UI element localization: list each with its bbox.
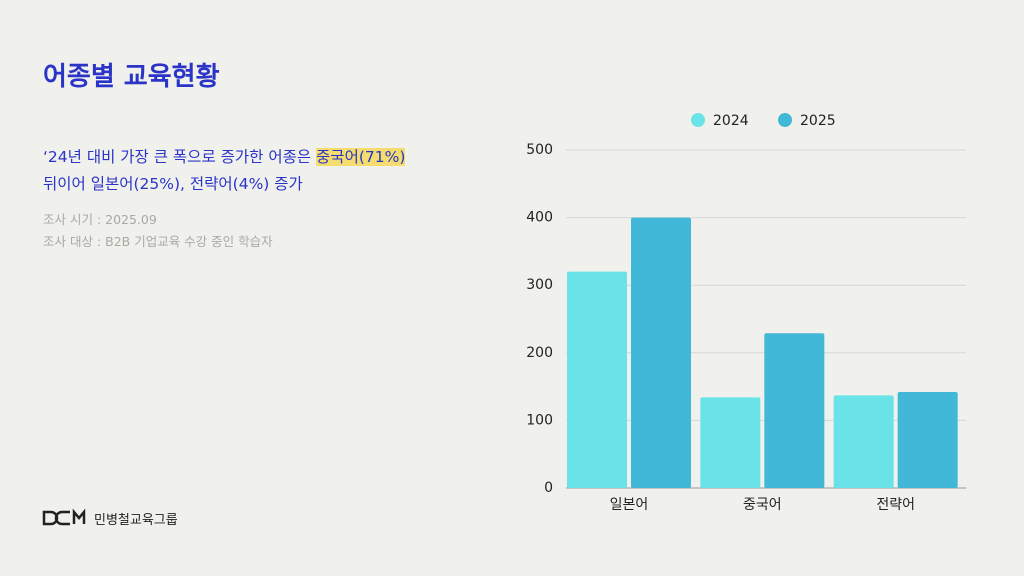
description-line: 뒤이어 일본어(25%), 전략어(4%) 증가 (43, 175, 303, 193)
brand-logo (42, 508, 86, 526)
legend-swatch (778, 113, 792, 127)
bar (567, 271, 627, 488)
note: 조사 대상 : B2B 기업교육 수강 중인 학습자 (43, 234, 273, 249)
x-tick-label: 일본어 (610, 497, 649, 513)
bar (631, 217, 691, 488)
y-tick-label: 400 (526, 210, 553, 226)
x-tick-label: 전략어 (876, 497, 915, 513)
y-tick-label: 100 (526, 412, 553, 428)
bar (897, 392, 958, 488)
brand-name: 민병철교육그룹 (94, 513, 178, 528)
text: ‘24년 대비 가장 큰 폭으로 증가한 어종은 (43, 148, 317, 166)
bar (764, 333, 825, 488)
description: ‘24년 대비 가장 큰 폭으로 증가한 어종은 중국어(71%) 뒤이어 일본… (43, 144, 406, 198)
bar (833, 395, 894, 488)
slide-title: 어종별 교육현황 (43, 62, 220, 92)
highlight: 중국어(71%) (316, 148, 406, 166)
legend-swatch (691, 113, 705, 127)
y-tick-label: 0 (544, 480, 553, 496)
notes: 조사 시기 : 2025.09 조사 대상 : B2B 기업교육 수강 중인 학… (43, 209, 273, 253)
legend-label: 2025 (800, 113, 836, 129)
bar (700, 397, 761, 488)
description-line: ‘24년 대비 가장 큰 폭으로 증가한 어종은 중국어(71%) (43, 144, 406, 171)
note: 조사 시기 : 2025.09 (43, 212, 157, 227)
y-tick-label: 200 (526, 345, 553, 361)
y-tick-label: 300 (526, 277, 553, 293)
y-tick-label: 500 (526, 142, 553, 158)
x-tick-label: 중국어 (743, 497, 782, 513)
legend-label: 2024 (713, 113, 749, 129)
